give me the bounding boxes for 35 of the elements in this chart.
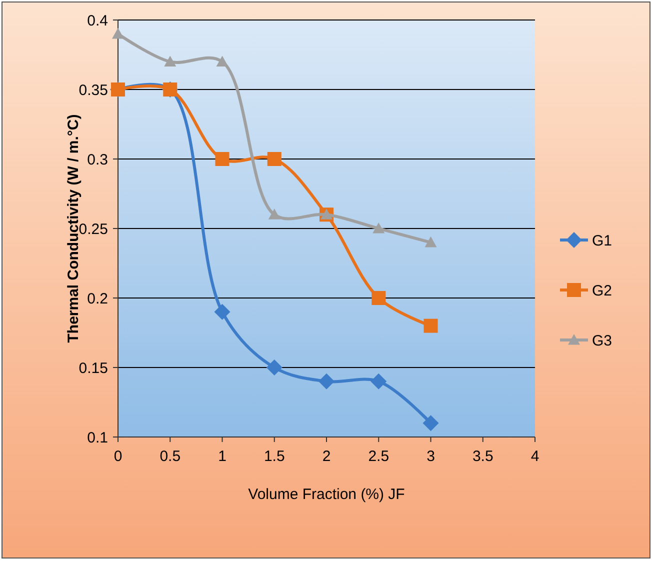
- y-tick-label: 0.2: [87, 290, 108, 308]
- y-tick-label: 0.35: [78, 82, 108, 99]
- y-tick-label: 0.3: [87, 151, 108, 168]
- point: [112, 28, 124, 39]
- x-tick-label: 1: [218, 448, 226, 465]
- x-tick-label: 4: [530, 448, 540, 465]
- point: [370, 373, 387, 390]
- x-tick-label: 3.5: [472, 448, 494, 465]
- point: [422, 415, 439, 432]
- point: [267, 152, 282, 166]
- point: [424, 318, 438, 333]
- x-tick-label: 2.5: [368, 448, 390, 465]
- y-tick-label: 0.15: [78, 360, 108, 377]
- point: [320, 208, 332, 220]
- point: [214, 304, 230, 320]
- y-tick-label: 0.1: [87, 429, 108, 446]
- point: [424, 236, 437, 248]
- x-axis-title: Volume Fraction (%) JF: [248, 486, 405, 503]
- x-tick-label: 1.5: [264, 448, 285, 465]
- point: [266, 360, 282, 376]
- point: [372, 222, 385, 234]
- point: [216, 56, 228, 66]
- legend-label: G2: [592, 282, 612, 300]
- x-tick-label: 3: [426, 448, 435, 465]
- y-tick-label: 0.4: [87, 12, 108, 30]
- legend-label: G3: [592, 332, 612, 350]
- point: [372, 291, 386, 305]
- x-tick-label: 0.5: [160, 448, 181, 465]
- point: [164, 56, 176, 66]
- x-tick-label: 2: [322, 448, 331, 465]
- point: [268, 208, 280, 220]
- legend-label: G1: [592, 232, 612, 250]
- x-tick-label: 0: [114, 448, 122, 465]
- point: [318, 373, 334, 390]
- point: [215, 152, 230, 166]
